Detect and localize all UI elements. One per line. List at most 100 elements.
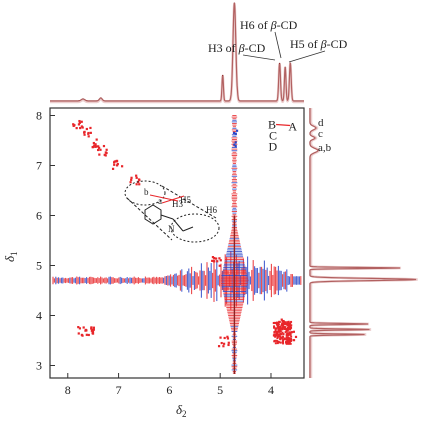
inset-label: b [144,187,149,197]
right-projection [309,108,418,378]
cd-cluster-dot [277,333,280,336]
right-projection-label: c [318,128,323,140]
cross-peak-dot [130,178,133,181]
peak-label: A [288,120,297,134]
cross-peak-dot [211,256,215,259]
cross-peak-dot [89,126,92,130]
cd-cluster-dot [284,331,287,334]
x-axis-title: δ2 [176,402,187,419]
cross-peak-dot [94,145,97,148]
cd-cluster-dot [273,333,276,336]
cross-peak-dot [87,131,90,135]
cd-cluster-dot [285,342,288,345]
cross-peak-dot [226,335,229,338]
x-tick-label: 6 [166,383,172,397]
cross-peak-dot [78,327,82,330]
cross-peak-dot [78,121,81,124]
cd-cluster-dot [281,331,284,334]
guest-molecule [144,204,194,232]
cross-peak-dot [98,146,101,149]
cross-peak-dot [226,337,230,340]
cd-cluster-dot [281,328,284,331]
cross-peak-dot [220,341,223,345]
cross-peak-dot [95,138,98,141]
cd-cluster-dot [285,329,288,332]
peak-label: C [269,129,277,143]
cd-cluster-dot [286,321,289,324]
cross-peak-dot [234,132,237,135]
cross-peak-dot [77,332,80,335]
cross-peak-dot [215,257,218,260]
cd-cluster-dot [284,323,287,326]
cross-peak-dot [138,183,141,186]
cd-cluster-dot [279,341,282,344]
top-label-leader [288,50,326,63]
cross-peak-dot [111,167,115,170]
cross-peak-dot [280,318,283,321]
cd-cluster-dot [282,342,285,345]
cross-peak-dot [81,126,84,129]
x-tick-label: 8 [65,383,71,397]
inset-label: N [168,224,175,234]
cd-cluster-dot [289,337,292,340]
cross-peak-dot [84,329,87,332]
right-projection-label: a,b [318,142,332,154]
cross-peak-dot [105,151,108,155]
top-trace-shadow [50,2,304,104]
cross-peak-dot [289,331,292,334]
cd-cluster-dot [287,341,290,344]
cross-peaks [72,119,298,348]
cross-peak-dot [94,143,97,146]
y-tick-label: 3 [36,359,42,373]
plot-frame [49,107,305,379]
y-axis-title-main: δ [2,255,17,262]
cd-cluster-dot [278,334,281,337]
cd-cluster-dot [287,338,290,341]
cd-cluster-dot [279,338,282,341]
cd-cluster-dot [273,331,276,334]
cross-peak-dot [93,144,96,147]
cd-cluster-dot [282,324,285,327]
top-label-leader [242,54,276,61]
top-projection-label: H3 of β-CD [208,41,266,55]
cd-cluster-dot [277,322,280,325]
y-tick-label: 5 [36,259,42,273]
cross-peak-dot [97,145,100,148]
cross-peak-dot [83,133,86,136]
cd-cluster-dot [274,321,277,324]
cd-cluster-dot [280,336,283,339]
cd-rim-narrow [124,180,166,206]
cross-peak-dot [80,120,83,123]
cd-cluster-dot [273,334,276,337]
cross-peak-dot [115,164,119,167]
cd-cluster-dot [288,339,291,342]
cross-peak-dot [218,257,221,260]
cross-peak-dot [102,144,106,148]
cd-cluster-dot [274,342,277,345]
x-tick-label: 7 [116,383,122,397]
cd-cluster-dot [286,329,289,332]
cd-cluster-dot [288,326,291,329]
cross-peak-dot [92,141,95,145]
y-axis-title: δ1 [2,251,19,262]
cross-peak-dot [115,159,119,163]
cd-cluster-dot [288,324,291,327]
cross-peak-dot [90,327,93,330]
cd-cluster-dot [276,337,279,340]
cross-peak-dot [77,123,81,126]
cross-peak-dot [99,148,102,151]
cd-cluster-dot [279,328,282,331]
cd-cluster-dot [285,336,288,339]
cd-cluster-dot [289,326,292,329]
cd-cluster-dot [287,323,290,326]
label-beta: β [320,37,327,51]
cd-cluster-dot [288,341,291,344]
cross-peak-dot [135,183,138,186]
cd-cluster-dot [283,338,286,341]
cross-peak-dot [222,345,225,348]
t1-noise-band [52,115,302,374]
cd-cluster-dot [290,335,293,338]
cd-cluster-dot [273,321,276,324]
